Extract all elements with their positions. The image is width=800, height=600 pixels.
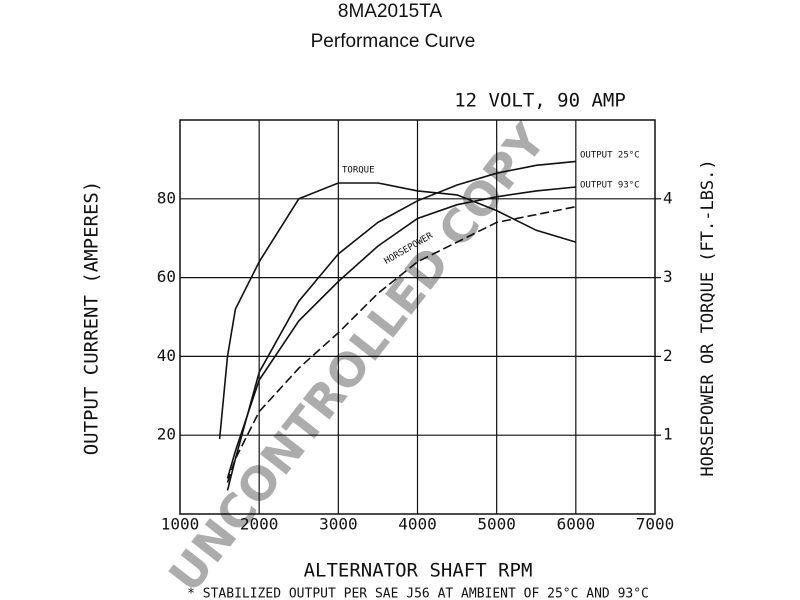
series-label: OUTPUT 25°C: [580, 151, 640, 161]
y-tick-label: 20: [157, 425, 176, 444]
footnote: * STABILIZED OUTPUT PER SAE J56 AT AMBIE…: [187, 587, 649, 600]
annotation: 12 VOLT, 90 AMP: [454, 90, 626, 112]
x-tick-label: 5000: [477, 515, 516, 534]
series-line: [226, 186, 576, 479]
series-label: TORQUE: [342, 166, 375, 176]
x-tick-label: 2000: [240, 515, 279, 534]
y-tick-label: 60: [157, 267, 176, 286]
y2-tick-label: 1: [663, 425, 673, 444]
x-axis-label: ALTERNATOR SHAFT RPM: [304, 560, 533, 582]
x-tick-label: 6000: [557, 515, 596, 534]
x-tick-label: 1000: [161, 515, 200, 534]
y-tick-label: 40: [157, 346, 176, 365]
x-tick-label: 4000: [398, 515, 437, 534]
series-line: [226, 205, 576, 483]
y-tick-label: 80: [157, 188, 176, 207]
x-tick-label: 3000: [319, 515, 358, 534]
y2-tick-label: 3: [663, 267, 673, 286]
series-line: [226, 160, 576, 491]
y2-tick-label: 2: [663, 346, 673, 365]
chart-title: 8MA2015TA: [338, 1, 443, 22]
series-label: OUTPUT 93°C: [580, 181, 640, 191]
y2-axis-label: HORSEPOWER OR TORQUE (FT.-LBS.): [698, 159, 718, 476]
x-tick-label: 7000: [636, 515, 675, 534]
y-axis-label: OUTPUT CURRENT (AMPERES): [81, 181, 103, 456]
y2-tick-label: 4: [663, 188, 673, 207]
series-line: [218, 182, 577, 440]
chart-subtitle: Performance Curve: [311, 31, 476, 52]
